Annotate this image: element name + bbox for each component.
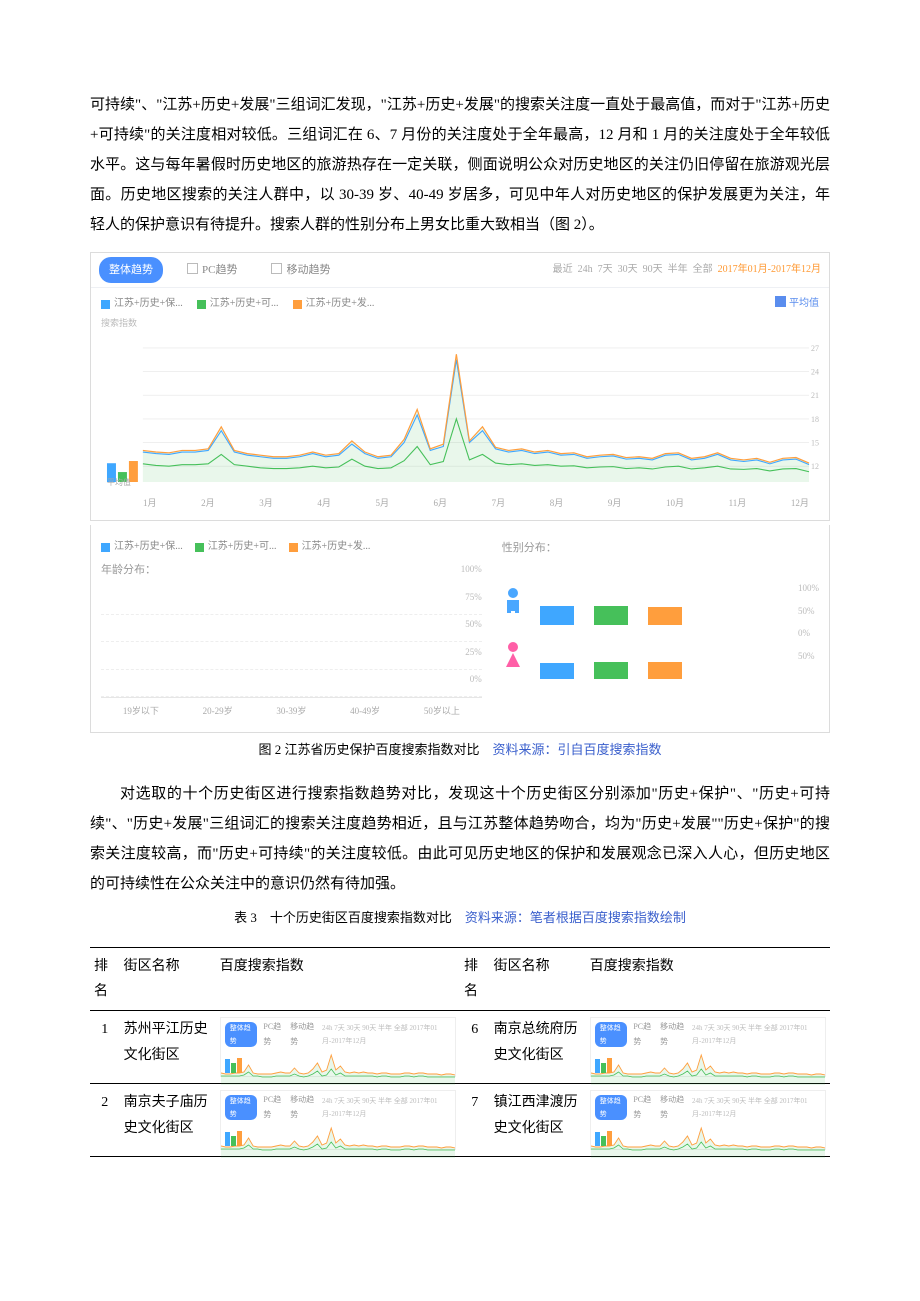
avg-toggle[interactable]: 平均值 [775, 294, 819, 314]
th-name-left: 街区名称 [120, 948, 216, 1011]
sub-axis-label: 搜索指数 [91, 314, 829, 332]
trend-range-selector[interactable]: 最近 24h 7天 30天 90天 半年 全部 2017年01月-2017年12… [553, 260, 821, 280]
tab-overall[interactable]: 整体趋势 [99, 257, 163, 283]
th-rank-right: 排名 [460, 948, 490, 1011]
trend-x-axis: 1月2月3月4月5月6月7月8月9月10月11月12月 [91, 494, 829, 520]
trend-legend: 江苏+历史+保... 江苏+历史+可... 江苏+历史+发... 平均值 [91, 288, 829, 314]
figure-2-caption: 图 2 江苏省历史保护百度搜索指数对比 资料来源：引自百度搜索指数 [90, 737, 830, 763]
th-chart-left: 百度搜索指数 [216, 948, 460, 1011]
mini-trend-chart: 整体趋势 PC趋势 移动趋势 24h 7天 30天 90天 半年 全部 2017… [590, 1017, 826, 1077]
table-3: 排名 街区名称 百度搜索指数 排名 街区名称 百度搜索指数 1苏州平江历史文化街… [90, 947, 830, 1157]
gender-distribution-panel: 性别分布： 100%50%0%50% [502, 537, 819, 720]
table-3-caption: 表 3 十个历史街区百度搜索指数对比 资料来源：笔者根据百度搜索指数绘制 [90, 905, 830, 931]
svg-text:21,000: 21,000 [811, 391, 819, 400]
gender-bar-chart: 100%50%0%50% [502, 565, 819, 679]
legend-swatch-3 [293, 300, 302, 309]
mini-trend-chart: 整体趋势 PC趋势 移动趋势 24h 7天 30天 90天 半年 全部 2017… [590, 1090, 826, 1150]
legend-swatch-2 [197, 300, 206, 309]
mini-trend-chart: 整体趋势 PC趋势 移动趋势 24h 7天 30天 90天 半年 全部 2017… [220, 1090, 456, 1150]
age-bar-chart: 100%75%50%25%0% [101, 587, 482, 698]
mini-trend-chart: 整体趋势 PC趋势 移动趋势 24h 7天 30天 90天 半年 全部 2017… [220, 1017, 456, 1077]
svg-text:18,000: 18,000 [811, 415, 819, 424]
paragraph-1: 可持续"、"江苏+历史+发展"三组词汇发现，"江苏+历史+发展"的搜索关注度一直… [90, 90, 830, 240]
th-name-right: 街区名称 [490, 948, 586, 1011]
legend-swatch-1 [101, 300, 110, 309]
svg-text:平均值: 平均值 [107, 477, 131, 486]
svg-text:15,000: 15,000 [811, 439, 819, 448]
female-icon [502, 639, 524, 675]
figure-2-lower-panels: 江苏+历史+保... 江苏+历史+可... 江苏+历史+发... 年龄分布： 1… [90, 525, 830, 733]
svg-text:24,000: 24,000 [811, 368, 819, 377]
svg-text:27,000: 27,000 [811, 344, 819, 353]
table-row: 2南京夫子庙历史文化街区 整体趋势 PC趋势 移动趋势 24h 7天 30天 9… [90, 1084, 830, 1157]
tab-mobile[interactable]: 移动趋势 [261, 257, 340, 283]
tab-pc[interactable]: PC趋势 [177, 257, 247, 283]
table-row: 1苏州平江历史文化街区 整体趋势 PC趋势 移动趋势 24h 7天 30天 90… [90, 1011, 830, 1084]
paragraph-2: 对选取的十个历史街区进行搜索指数趋势对比，发现这十个历史街区分别添加"历史+保护… [90, 779, 830, 899]
svg-text:12,000: 12,000 [811, 462, 819, 471]
th-chart-right: 百度搜索指数 [586, 948, 830, 1011]
trend-chart: 27,000 24,000 21,000 18,000 15,000 12,000 平均值 [101, 336, 819, 486]
th-rank-left: 排名 [90, 948, 120, 1011]
trend-tabs: 整体趋势 PC趋势 移动趋势 最近 24h 7天 30天 90天 半年 全部 2… [91, 253, 829, 288]
male-icon [502, 585, 524, 621]
figure-2: 整体趋势 PC趋势 移动趋势 最近 24h 7天 30天 90天 半年 全部 2… [90, 252, 830, 521]
age-distribution-panel: 江苏+历史+保... 江苏+历史+可... 江苏+历史+发... 年龄分布： 1… [101, 537, 482, 720]
